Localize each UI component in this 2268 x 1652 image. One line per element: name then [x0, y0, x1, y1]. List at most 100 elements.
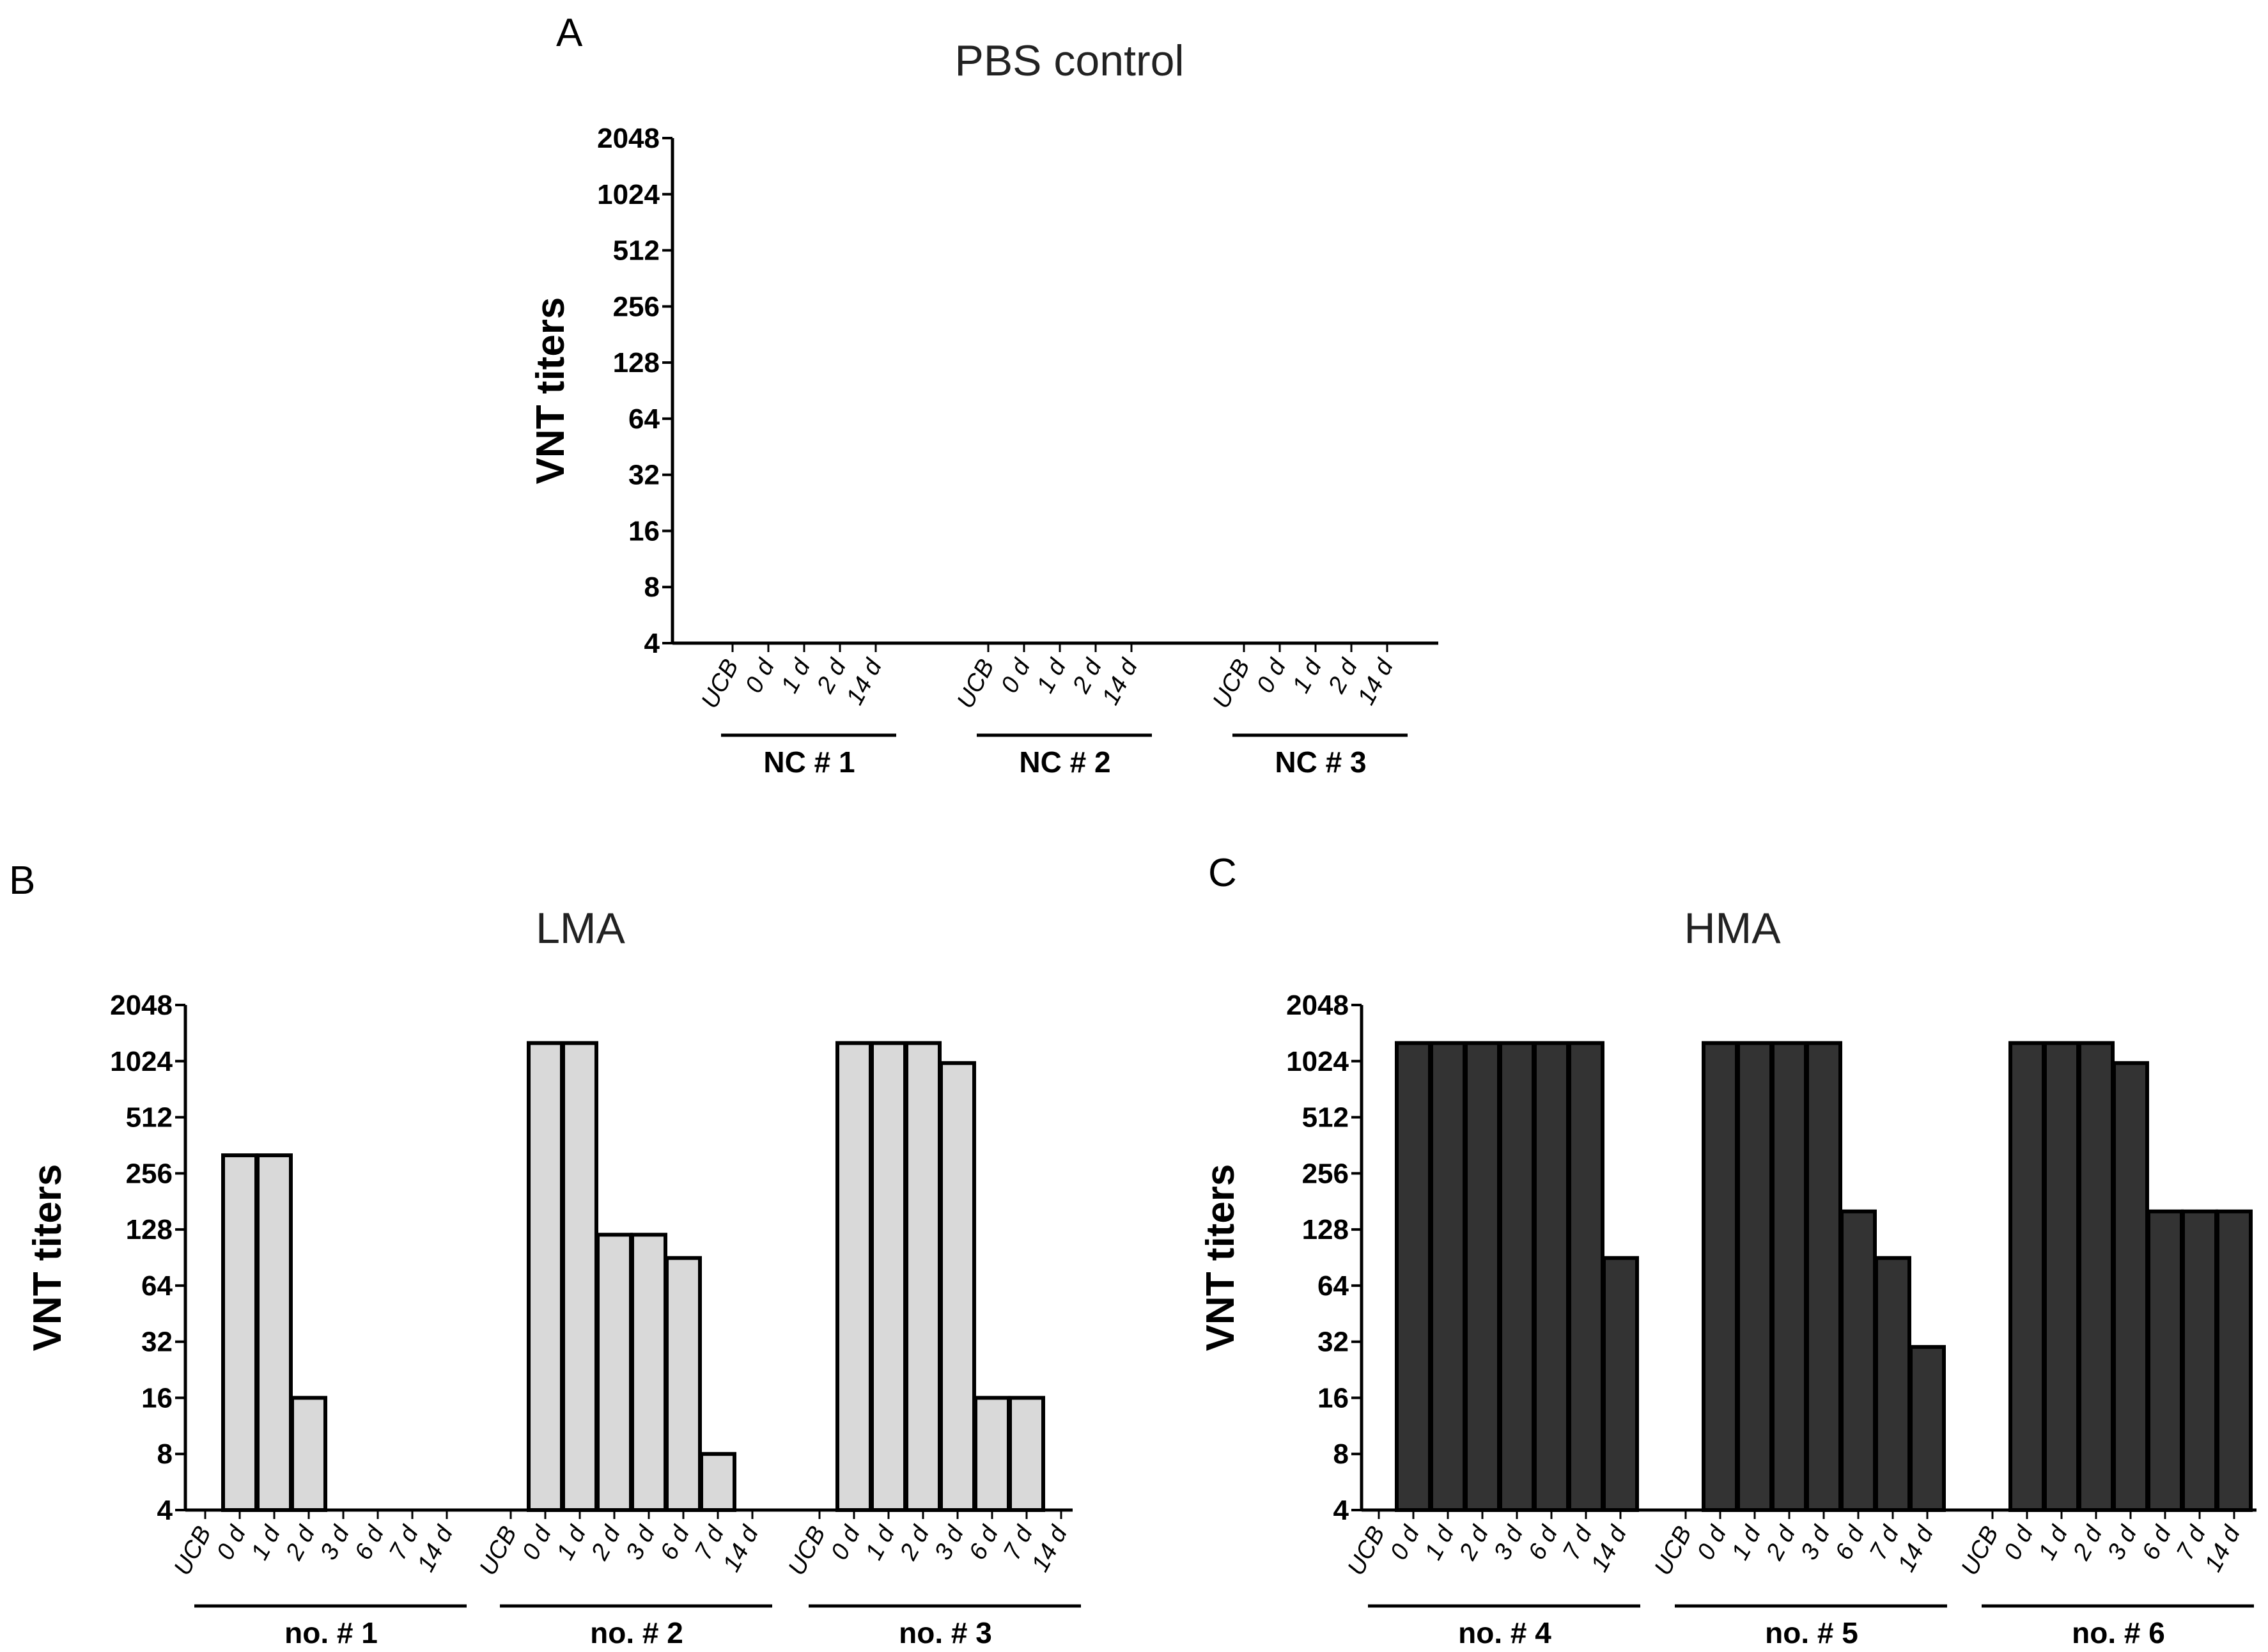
x-tick-label: UCB [1956, 1522, 2004, 1580]
panel-a: A PBS control VNT titers 2048 1024 512 256 128 6… [529, 11, 1438, 779]
group-label: NC # 1 [763, 745, 855, 779]
x-tick-label: 6 d [1830, 1521, 1870, 1564]
y-tick-label: 1024 [597, 179, 660, 210]
x-tick-label: 1 d [552, 1521, 592, 1564]
bar [2147, 1209, 2184, 1513]
y-tick-label: 16 [628, 515, 660, 547]
y-tick-label: 16 [1317, 1382, 1349, 1414]
x-tick-label: UCB [1649, 1522, 1697, 1580]
bar [561, 1041, 598, 1512]
y-tick-label: 256 [613, 291, 660, 322]
x-tick-label: 1 d [246, 1521, 286, 1564]
x-tick-label: 3 d [929, 1521, 970, 1564]
y-tick-label: 32 [1317, 1327, 1349, 1358]
y-tick-label: 512 [1302, 1102, 1349, 1134]
y-tick-label: 128 [613, 347, 660, 378]
bar [1909, 1344, 1946, 1512]
x-tick-label: 3 d [1796, 1521, 1836, 1564]
bar [699, 1452, 736, 1512]
x-tick-label: 14 d [841, 654, 888, 710]
bar [1533, 1041, 1570, 1512]
group-label: NC # 3 [1275, 745, 1366, 779]
bar [2008, 1041, 2046, 1512]
bar [596, 1233, 633, 1512]
y-tick-label: 64 [1317, 1270, 1349, 1302]
y-tick-label: 4 [644, 628, 660, 659]
bar [939, 1061, 976, 1512]
x-tick-label: 0 d [740, 654, 781, 697]
bar [1874, 1256, 1911, 1512]
x-tick-label: 0 d [1999, 1521, 2039, 1564]
bar [665, 1256, 702, 1512]
bar [1602, 1256, 1639, 1512]
x-tick-label: 1 d [2033, 1521, 2074, 1564]
bar [2112, 1061, 2149, 1512]
y-axis-label: VNT titers [26, 1164, 70, 1352]
y-tick-label: 1024 [110, 1046, 173, 1077]
x-tick-label: 6 d [2137, 1521, 2177, 1564]
y-tick-label: 4 [1333, 1495, 1349, 1526]
x-tick-label: 14 d [1353, 654, 1399, 710]
bar [256, 1153, 293, 1512]
x-tick-label: 2 d [586, 1521, 626, 1565]
x-tick-label: 3 d [2102, 1521, 2143, 1564]
x-tick-label: 1 d [1032, 654, 1072, 697]
y-axis-label: VNT titers [529, 297, 573, 485]
bar [1498, 1041, 1535, 1512]
x-tick-label: 0 d [826, 1521, 866, 1564]
panel-letter: B [9, 859, 35, 903]
y-tick-label: 32 [628, 460, 660, 491]
group-label: no. # 1 [284, 1616, 378, 1649]
x-tick-label: 0 d [212, 1521, 252, 1564]
x-tick-label: UCB [696, 655, 744, 713]
bar [2078, 1041, 2115, 1512]
x-tick-label: UCB [1342, 1522, 1390, 1580]
group-label: no. # 5 [1765, 1616, 1858, 1649]
x-tick-label: 0 d [1692, 1521, 1732, 1564]
x-tick-label: UCB [474, 1522, 522, 1580]
x-tick-label: 3 d [621, 1521, 661, 1564]
x-tick-label: 6 d [964, 1521, 1004, 1564]
y-tick-label: 16 [141, 1382, 173, 1414]
x-tick-label: 14 d [1097, 654, 1144, 710]
x-tick-label: 0 d [1385, 1521, 1425, 1564]
x-tick-label: 6 d [1523, 1521, 1564, 1564]
panel-letter: C [1208, 851, 1237, 895]
bar [1464, 1041, 1501, 1512]
x-tick-label: 2 d [1761, 1521, 1801, 1565]
y-tick-label: 64 [141, 1270, 173, 1302]
bar [2216, 1209, 2253, 1513]
y-tick-label: 8 [1333, 1438, 1349, 1470]
x-tick-label: 2 d [1454, 1521, 1495, 1565]
bar [1702, 1041, 1739, 1512]
y-tick-label: 1024 [1286, 1046, 1349, 1077]
x-tick-label: UCB [169, 1522, 217, 1580]
x-tick-label: 14 d [412, 1521, 459, 1577]
x-tick-label: 0 d [1252, 654, 1292, 697]
group-label: no. # 3 [899, 1616, 992, 1649]
x-tick-label: 14 d [718, 1521, 765, 1577]
y-tick-label: 128 [1302, 1214, 1349, 1245]
x-tick-label: UCB [1208, 655, 1255, 713]
bar [1805, 1041, 1842, 1512]
bar [2181, 1209, 2218, 1513]
x-tick-label: 0 d [517, 1521, 557, 1564]
y-tick-label: 4 [157, 1495, 173, 1526]
x-tick-label: 2 d [2068, 1521, 2108, 1565]
x-tick-label: 2 d [895, 1521, 935, 1565]
y-tick-label: 8 [157, 1438, 173, 1470]
y-tick-label: 64 [628, 403, 660, 435]
x-tick-label: 14 d [1027, 1521, 1073, 1577]
bar [1008, 1396, 1045, 1512]
y-tick-label: 32 [141, 1327, 173, 1358]
bar [630, 1233, 667, 1512]
group-label: NC # 2 [1019, 745, 1110, 779]
x-tick-label: 3 d [1489, 1521, 1529, 1564]
x-tick-label: 1 d [1420, 1521, 1460, 1564]
group-label: no. # 4 [1458, 1616, 1551, 1649]
x-tick-label: UCB [783, 1522, 831, 1580]
x-tick-label: 3 d [315, 1521, 355, 1564]
x-tick-label: 6 d [655, 1521, 695, 1564]
